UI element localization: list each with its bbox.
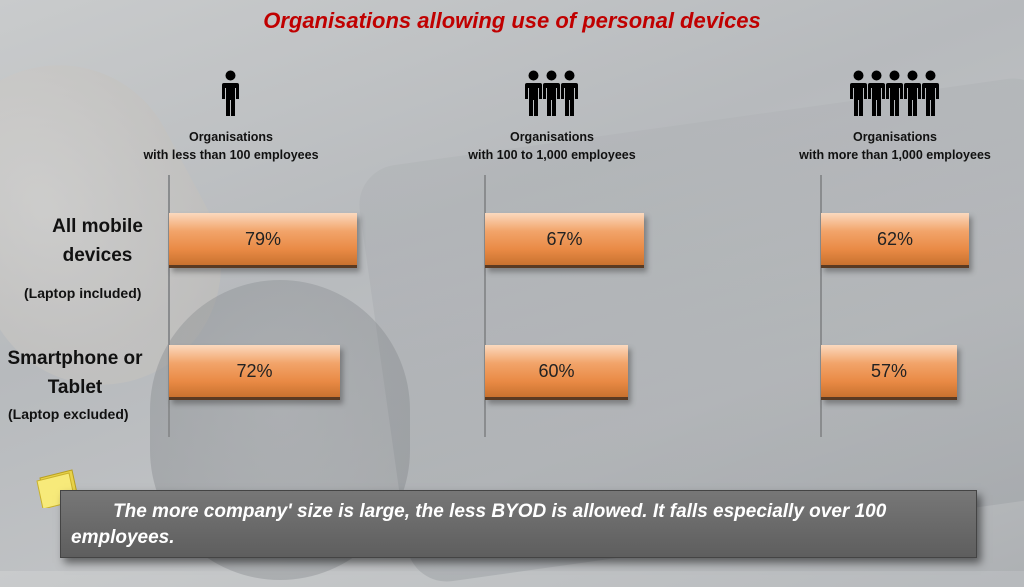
bar: 67% <box>485 213 644 268</box>
person-icon <box>886 70 903 118</box>
people-icon-group <box>222 70 239 118</box>
category-axis-line <box>820 175 822 437</box>
conclusion-box: The more company' size is large, the les… <box>60 490 977 558</box>
bar: 72% <box>169 345 340 400</box>
bar: 57% <box>821 345 957 400</box>
person-icon <box>850 70 867 118</box>
group-label-line1: Organisations <box>509 130 595 144</box>
person-icon <box>561 70 578 118</box>
bar-data-label: 62% <box>876 228 914 249</box>
row-title-line2: devices <box>62 245 133 266</box>
row-title-line1: Smartphone or <box>7 348 143 369</box>
person-icon <box>868 70 885 118</box>
bar: 62% <box>821 213 969 268</box>
bar-data-label: 60% <box>538 360 575 381</box>
bar: 79% <box>169 213 357 268</box>
person-icon <box>904 70 921 118</box>
conclusion-text: The more company' size is large, the les… <box>71 501 887 548</box>
person-icon <box>543 70 560 118</box>
group-label: Organisations with 100 to 1,000 employees <box>422 128 682 164</box>
person-icon <box>922 70 939 118</box>
row-title-line2: Tablet <box>47 377 103 398</box>
row-subtitle-smartphone: (Laptop excluded) <box>8 406 129 422</box>
group-label-line2: with more than 1,000 employees <box>799 148 991 162</box>
bar: 60% <box>485 345 628 400</box>
person-icon <box>525 70 542 118</box>
group-label-line2: with less than 100 employees <box>143 148 319 162</box>
bar-data-label: 57% <box>870 360 908 381</box>
row-title-line1: All mobile <box>52 216 143 237</box>
category-axis-line <box>168 175 170 437</box>
chart-title: Organisations allowing use of personal d… <box>263 8 761 33</box>
bar-data-label: 79% <box>244 228 282 249</box>
row-subtitle-all-mobile: (Laptop included) <box>24 285 142 301</box>
person-icon <box>222 70 239 118</box>
group-label-line1: Organisations <box>188 130 274 144</box>
group-label-line2: with 100 to 1,000 employees <box>468 148 636 162</box>
row-title-smartphone: Smartphone or Tablet <box>0 344 150 402</box>
group-label: Organisations with more than 1,000 employ… <box>765 128 1024 164</box>
people-icon-group <box>525 70 578 118</box>
people-icon-group <box>850 70 939 118</box>
row-title-all-mobile: All mobile devices <box>30 212 165 270</box>
group-label-line1: Organisations <box>852 130 938 144</box>
bar-data-label: 72% <box>236 360 273 381</box>
group-label: Organisations with less than 100 employee… <box>101 128 361 164</box>
bar-data-label: 67% <box>546 228 583 249</box>
category-axis-line <box>484 175 486 437</box>
